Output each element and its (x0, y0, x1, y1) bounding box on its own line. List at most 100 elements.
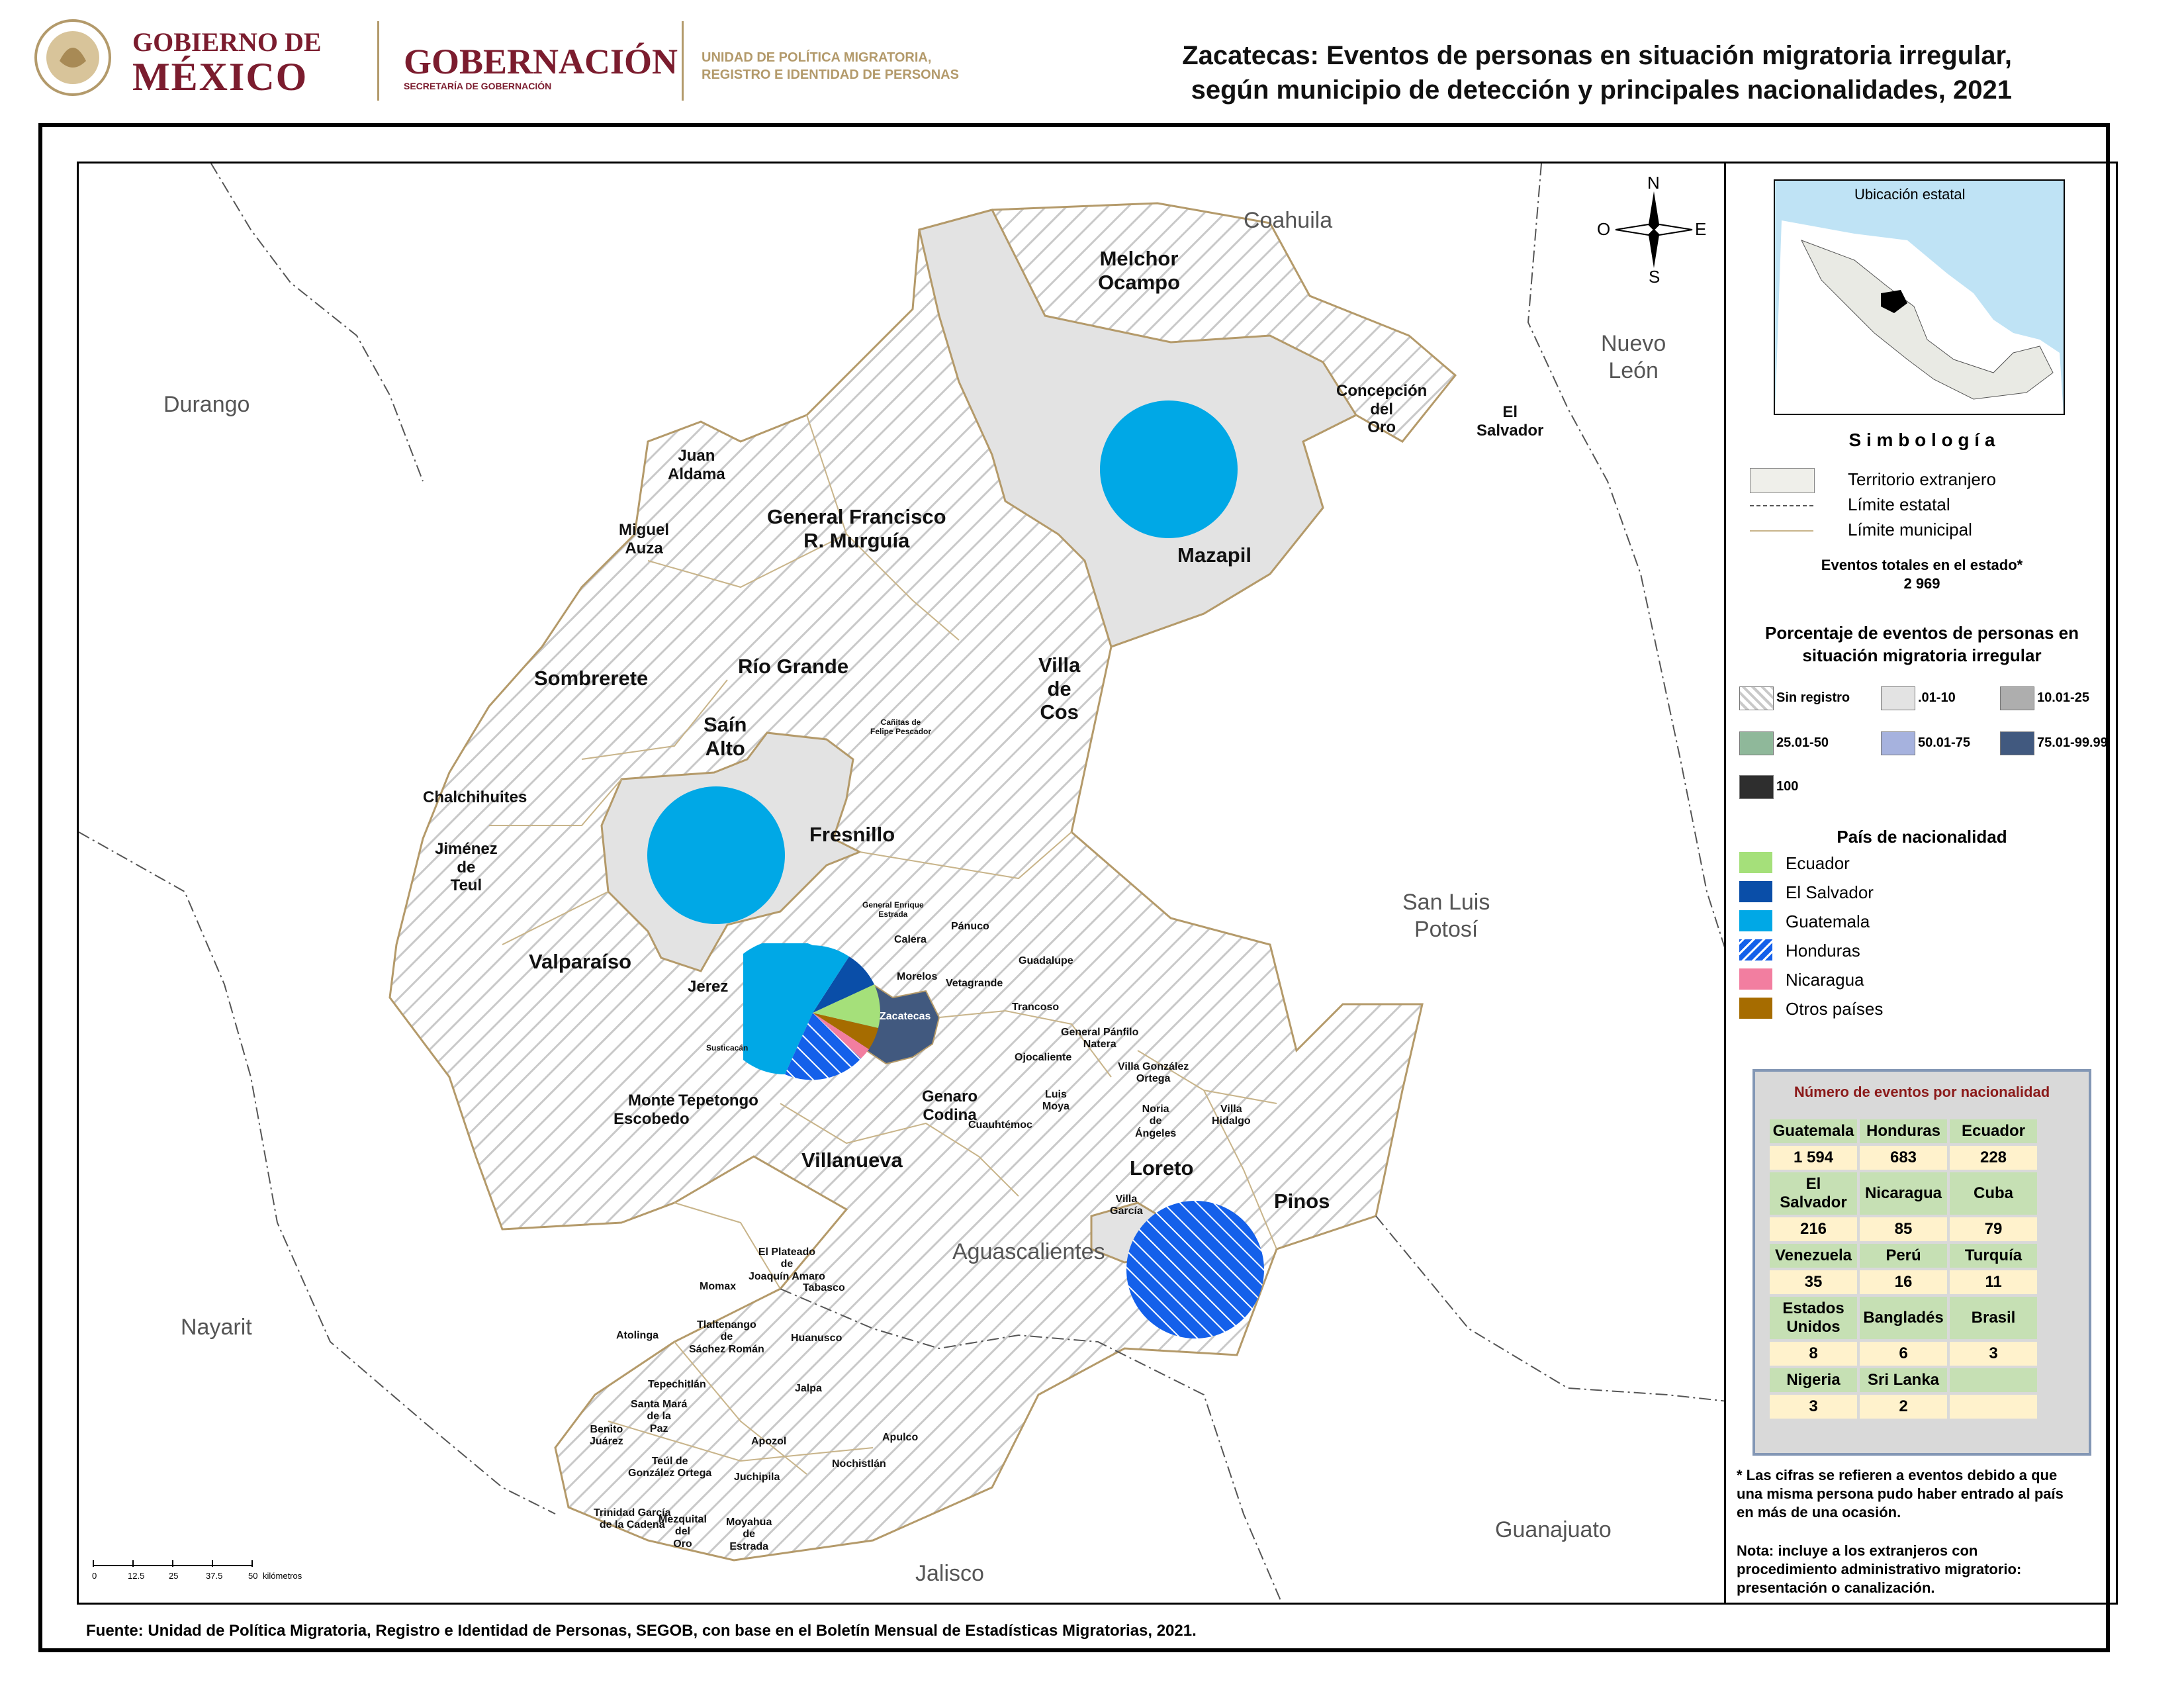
label-villa-garcia: Villa García (1110, 1194, 1143, 1217)
nat-label-1: El Salvador (1786, 882, 1874, 902)
label-pinos: Pinos (1274, 1190, 1330, 1213)
table-cell: Ecuador (1950, 1119, 2037, 1143)
map-panel: N S E O Coahuila Nuevo León Durango San … (77, 162, 1726, 1605)
label-valparaiso: Valparaíso (529, 950, 632, 973)
state-border-ags (780, 1288, 1283, 1603)
scale-bar: 0 12.5 25 37.5 50 kilómetros (92, 1560, 370, 1587)
pie-slice-el-salvador (813, 957, 874, 1013)
compass-e: E (1695, 219, 1707, 239)
table-cell: Brasil (1950, 1297, 2037, 1339)
label-chalchihuites: Chalchihuites (423, 788, 527, 806)
source-note: Fuente: Unidad de Política Migratoria, R… (86, 1622, 1197, 1640)
label-miguel-auza: Miguel Auza (619, 521, 669, 557)
label-nochistlan: Nochistlán (832, 1458, 886, 1470)
label-el-salvador: El Salvador (1477, 403, 1544, 440)
scale-tick-3: 37.5 (206, 1571, 223, 1581)
pie-slice-guatemala (743, 943, 813, 1074)
pinos-honduras-circle (1126, 1201, 1264, 1338)
label-san-luis-potosi: San Luis Potosí (1402, 890, 1490, 942)
label-fresnillo: Fresnillo (809, 823, 895, 846)
label-cuauhtemoc: Cuauhtémoc (968, 1119, 1032, 1131)
label-rio-grande: Río Grande (738, 655, 849, 678)
label-villa-de-cos: Villa de Cos (1038, 653, 1081, 724)
label-melchor-ocampo: Melchor Ocampo (1098, 247, 1181, 294)
nationality-table-title: Número de eventos por nacionalidad (1794, 1084, 2050, 1100)
percent-legend-title: Porcentaje de eventos de personas en sit… (1765, 623, 2079, 665)
table-row: Estados Unidos Bangladés Brasil (1770, 1297, 2037, 1339)
label-moyahua: Moyahua de Estrada (726, 1517, 772, 1552)
table-row: Guatemala Honduras Ecuador (1770, 1119, 2037, 1143)
municipal-limit-swatch (1750, 530, 1813, 532)
table-cell: Estados Unidos (1770, 1297, 1857, 1339)
label-durango: Durango (163, 392, 250, 417)
nat-swatch-otros (1739, 998, 1772, 1019)
label-susticacan: Susticacán (706, 1043, 749, 1053)
table-cell: Venezuela (1770, 1244, 1857, 1268)
label-genaro-codina: Genaro Codina (922, 1088, 978, 1124)
nat-swatch-honduras (1739, 939, 1772, 961)
label-canitas: Cañitas de Felipe Pescador (870, 718, 932, 736)
label-juchipila: Juchipila (734, 1472, 780, 1483)
nationality-table: Guatemala Honduras Ecuador 1 594 683 228 El … (1767, 1117, 2040, 1421)
table-cell: 683 (1860, 1146, 1947, 1170)
pct-label-6: 100 (1776, 779, 1799, 794)
table-cell: Guatemala (1770, 1119, 1857, 1143)
state-border-west (79, 831, 556, 1515)
table-row: Venezuela Perú Turquía (1770, 1244, 2037, 1268)
label-sain-alto: Saín Alto (704, 713, 747, 760)
table-row: El Salvador Nicaragua Cuba (1770, 1172, 2037, 1215)
label-concepcion-del-oro: Concepción del Oro (1336, 382, 1428, 437)
nat-swatch-nicaragua (1739, 968, 1772, 990)
label-monte-escobedo: Monte Escobedo (614, 1092, 690, 1128)
pct-swatch-1 (1881, 686, 1915, 710)
label-jalisco: Jalisco (915, 1561, 984, 1586)
label-calera: Calera (894, 934, 927, 945)
pct-label-4: 50.01-75 (1918, 735, 1970, 750)
unit-line2: REGISTRO E IDENTIDAD DE PERSONAS (702, 68, 959, 82)
label-nuevo-leon: Nuevo León (1601, 331, 1666, 383)
table-row: Nigeria Sri Lanka (1770, 1368, 2037, 1392)
nat-label-3: Honduras (1786, 941, 1860, 961)
nationality-list: Ecuador El Salvador Guatemala Honduras N… (1739, 852, 2110, 1037)
pct-swatch-sin-registro (1739, 686, 1774, 710)
pct-label-0: Sin registro (1776, 690, 1850, 705)
label-tepetongo: Tepetongo (678, 1092, 758, 1109)
label-tabasco: Tabasco (803, 1282, 845, 1293)
header-logos: GOBIERNO DE MÉXICO GOBERNACIÓN SECRETARÍ… (33, 15, 999, 107)
table-cell: Cuba (1950, 1172, 2037, 1215)
label-villa-hidalgo: Villa Hidalgo (1212, 1103, 1251, 1127)
pct-swatch-4 (1881, 731, 1915, 755)
pie-slice-nicaragua (813, 1013, 869, 1058)
outer-frame (38, 123, 2110, 1652)
scale-tick-2: 25 (169, 1571, 179, 1581)
table-cell: 216 (1770, 1217, 1857, 1241)
label-villanueva: Villanueva (801, 1149, 903, 1172)
table-cell: 35 (1770, 1270, 1857, 1294)
compass-n: N (1647, 173, 1660, 193)
title-line1: Zacatecas: Eventos de personas en situac… (1182, 41, 2012, 70)
table-row: 216 85 79 (1770, 1217, 2037, 1241)
table-row: 35 16 11 (1770, 1270, 2037, 1294)
scale-unit: kilómetros (263, 1571, 302, 1581)
label-guanajuato: Guanajuato (1495, 1517, 1612, 1542)
table-cell: Nicaragua (1860, 1172, 1947, 1215)
label-panuco: Pánuco (951, 921, 989, 932)
map-title: Zacatecas: Eventos de personas en situac… (1019, 38, 2012, 107)
nat-label-5: Otros países (1786, 999, 1884, 1019)
label-general-francisco-murguia: General Francisco R. Murguía (767, 505, 946, 552)
label-trinidad-garcia: Trinidad García de la Cadena (594, 1507, 671, 1531)
symbol-state-limit: Límite estatal (1848, 494, 1950, 514)
table-cell: Perú (1860, 1244, 1947, 1268)
label-juan-aldama: Juan Aldama (668, 447, 725, 483)
simbologia-title: S i m b o l o g í a (1848, 430, 1995, 450)
inset-title: Ubicación estatal (1854, 186, 1966, 203)
pie-slice-ecuador (813, 984, 880, 1028)
header-divider (377, 21, 379, 101)
scale-tick-1: 12.5 (128, 1571, 145, 1581)
footnote-nota: Nota: incluye a los extranjeros con proc… (1737, 1542, 2022, 1596)
label-noria-de-angeles: Noria de Ángeles (1135, 1103, 1177, 1139)
pct-label-3: 25.01-50 (1776, 735, 1829, 750)
pct-swatch-3 (1739, 731, 1774, 755)
header-divider-2 (682, 21, 684, 101)
